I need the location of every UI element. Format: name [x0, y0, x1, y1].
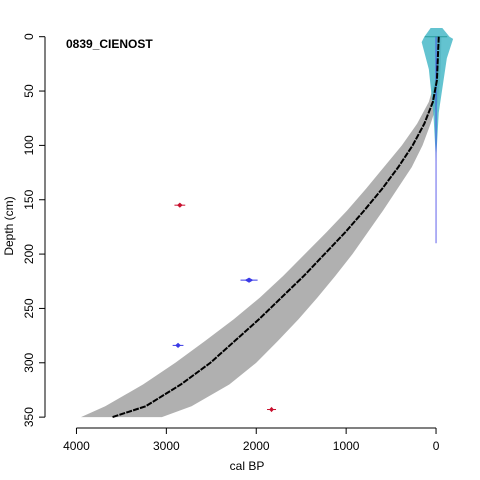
y-tick-label-0: 0	[22, 33, 36, 40]
plot-area	[80, 28, 454, 419]
x-tick-label-2000: 2000	[243, 439, 270, 453]
y-tick-label-300: 300	[22, 352, 36, 372]
model-range-envelope	[80, 36, 442, 418]
x-tick-label-1000: 1000	[333, 439, 360, 453]
dated-sample-0-marker	[177, 202, 183, 208]
x-axis-title: cal BP	[230, 459, 265, 473]
surface-age-distribution	[421, 28, 454, 162]
y-tick-label-50: 50	[22, 84, 36, 98]
x-tick-label-4000: 4000	[63, 439, 90, 453]
axes: 4000 3000 2000 1000 0 0 50 100 150 200 250 300 350	[22, 33, 440, 453]
dated-sample-3-marker	[269, 406, 274, 413]
clipped-plot	[80, 28, 454, 419]
y-tick-label-350: 350	[22, 407, 36, 427]
core-title: 0839_CIENOST	[66, 37, 153, 51]
y-axis-title: Depth (cm)	[2, 196, 16, 255]
y-tick-label-100: 100	[22, 135, 36, 155]
x-tick-label-0: 0	[433, 439, 440, 453]
dated-sample-1-marker	[244, 277, 254, 283]
median-age-curve	[112, 36, 440, 419]
dated-sample-2-marker	[175, 342, 181, 349]
y-tick-label-250: 250	[22, 298, 36, 318]
x-tick-label-3000: 3000	[153, 439, 180, 453]
y-tick-label-200: 200	[22, 244, 36, 264]
y-tick-label-150: 150	[22, 189, 36, 209]
